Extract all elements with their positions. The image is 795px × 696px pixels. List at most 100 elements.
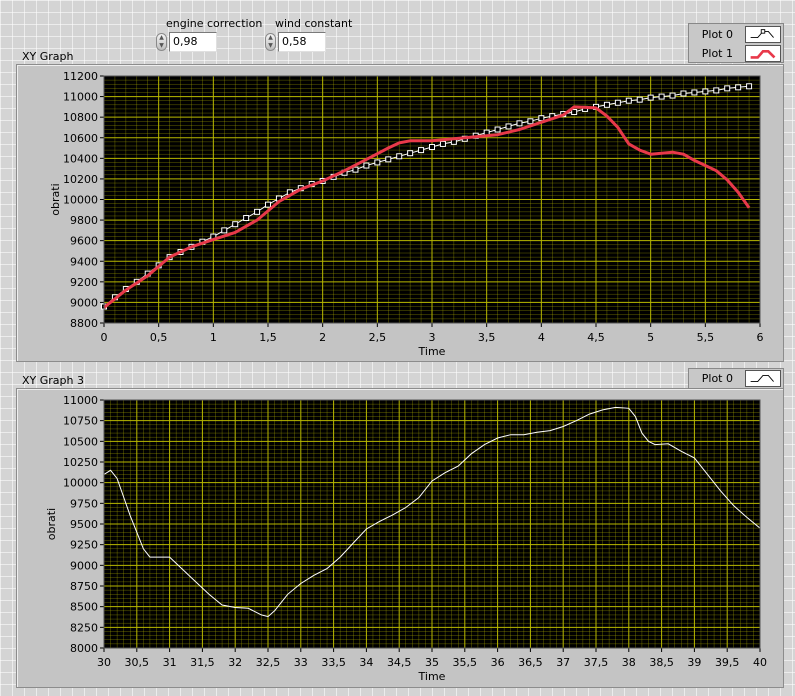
x-tick-label: 33,5 [321, 656, 346, 669]
x-tick-label: 30,5 [125, 656, 150, 669]
wind-constant-control[interactable]: ▲ ▼ 0,58 [265, 32, 327, 52]
y-tick-label: 9200 [70, 276, 98, 289]
legend-item-plot-0[interactable]: Plot 0 [689, 26, 785, 44]
x-tick-label: 34,5 [387, 656, 412, 669]
increment-decrement-arrows-icon[interactable]: ▲ ▼ [156, 33, 167, 51]
x-tick-label: 40 [753, 656, 767, 669]
data-point-marker [603, 101, 610, 108]
x-tick-label: 32 [228, 656, 242, 669]
y-tick-label: 10600 [63, 132, 98, 145]
data-point-marker [571, 109, 578, 116]
data-point-marker [352, 166, 359, 173]
thin-line-icon[interactable] [745, 370, 781, 387]
y-tick-label: 10400 [63, 152, 98, 165]
line-with-markers-icon[interactable] [745, 26, 781, 43]
x-tick-label: 2,5 [369, 331, 387, 344]
x-tick-label: 31,5 [190, 656, 215, 669]
data-point-marker [702, 88, 709, 95]
x-tick-label: 35 [425, 656, 439, 669]
data-point-marker [746, 83, 753, 90]
data-point-marker [669, 92, 676, 99]
wind-constant-input[interactable]: 0,58 [278, 32, 326, 52]
engine-correction-input[interactable]: 0,98 [169, 32, 217, 52]
graph-1-legend[interactable]: Plot 0 Plot 1 [688, 23, 784, 63]
data-point-marker [243, 215, 250, 222]
data-point-marker [505, 123, 512, 130]
data-point-marker [265, 201, 271, 208]
data-point-marker [396, 153, 403, 160]
x-tick-label: 33 [294, 656, 308, 669]
y-tick-label: 9400 [70, 255, 98, 268]
y-axis-label: obrati [45, 508, 58, 540]
graph-1-title: XY Graph [22, 50, 74, 63]
x-tick-label: 39 [687, 656, 701, 669]
x-tick-label: 1 [210, 331, 217, 344]
x-tick-label: 30 [97, 656, 111, 669]
data-point-marker [647, 94, 654, 101]
x-tick-label: 4,5 [587, 331, 605, 344]
y-tick-label: 8000 [70, 642, 98, 655]
x-axis-label: Time [418, 345, 446, 358]
y-tick-label: 9600 [70, 235, 98, 248]
y-tick-label: 9250 [70, 539, 98, 552]
y-tick-label: 11000 [63, 394, 98, 407]
y-tick-label: 8750 [70, 580, 98, 593]
x-tick-label: 31 [163, 656, 177, 669]
data-point-marker [658, 93, 665, 100]
x-axis-label: Time [418, 670, 446, 683]
y-tick-label: 10200 [63, 173, 98, 186]
y-tick-label: 10250 [63, 456, 98, 469]
x-tick-label: 3,5 [478, 331, 496, 344]
legend-label: Plot 0 [701, 28, 733, 41]
x-tick-label: 5,5 [697, 331, 715, 344]
data-point-marker [439, 140, 446, 147]
x-tick-label: 35,5 [453, 656, 478, 669]
data-point-marker [614, 99, 621, 106]
data-point-marker [691, 89, 698, 96]
x-tick-label: 1,5 [259, 331, 277, 344]
engine-correction-control[interactable]: ▲ ▼ 0,98 [156, 32, 218, 52]
x-tick-label: 37 [556, 656, 570, 669]
plot-border [103, 75, 761, 324]
data-point-marker [385, 156, 392, 163]
legend-item-plot-0[interactable]: Plot 0 [689, 370, 785, 388]
x-tick-label: 34 [359, 656, 373, 669]
y-axis-label: obrati [49, 183, 62, 215]
legend-item-plot-1[interactable]: Plot 1 [689, 45, 785, 63]
data-point-marker [735, 84, 742, 91]
y-tick-label: 10800 [63, 111, 98, 124]
x-tick-label: 38 [622, 656, 636, 669]
data-point-marker [363, 162, 370, 169]
increment-decrement-arrows-icon[interactable]: ▲ ▼ [265, 33, 276, 51]
data-point-marker [221, 227, 228, 234]
y-tick-label: 9500 [70, 518, 98, 531]
series-line-plot-0 [103, 406, 761, 618]
graph-2-legend[interactable]: Plot 0 [688, 368, 784, 389]
x-tick-label: 0 [101, 331, 108, 344]
x-tick-label: 3 [429, 331, 436, 344]
data-point-marker [538, 115, 545, 122]
data-point-marker [527, 118, 534, 125]
x-tick-label: 5 [647, 331, 654, 344]
y-tick-label: 11000 [63, 91, 98, 104]
engine-correction-label: engine correction [166, 17, 263, 30]
data-point-marker [232, 221, 239, 228]
data-point-marker [636, 96, 643, 103]
plot-border [103, 399, 761, 649]
x-tick-label: 36 [491, 656, 505, 669]
y-tick-label: 9800 [70, 214, 98, 227]
y-tick-label: 8500 [70, 601, 98, 614]
x-tick-label: 0,5 [150, 331, 168, 344]
y-tick-label: 11200 [63, 70, 98, 83]
y-tick-label: 10750 [63, 415, 98, 428]
x-tick-label: 36,5 [518, 656, 543, 669]
x-tick-label: 39,5 [715, 656, 740, 669]
data-point-marker [494, 126, 501, 133]
x-tick-label: 6 [757, 331, 764, 344]
thick-line-icon[interactable] [745, 45, 781, 62]
graph-2-title: XY Graph 3 [22, 374, 84, 387]
wind-constant-label: wind constant [275, 17, 353, 30]
x-tick-label: 32,5 [256, 656, 281, 669]
data-point-marker [516, 120, 523, 127]
